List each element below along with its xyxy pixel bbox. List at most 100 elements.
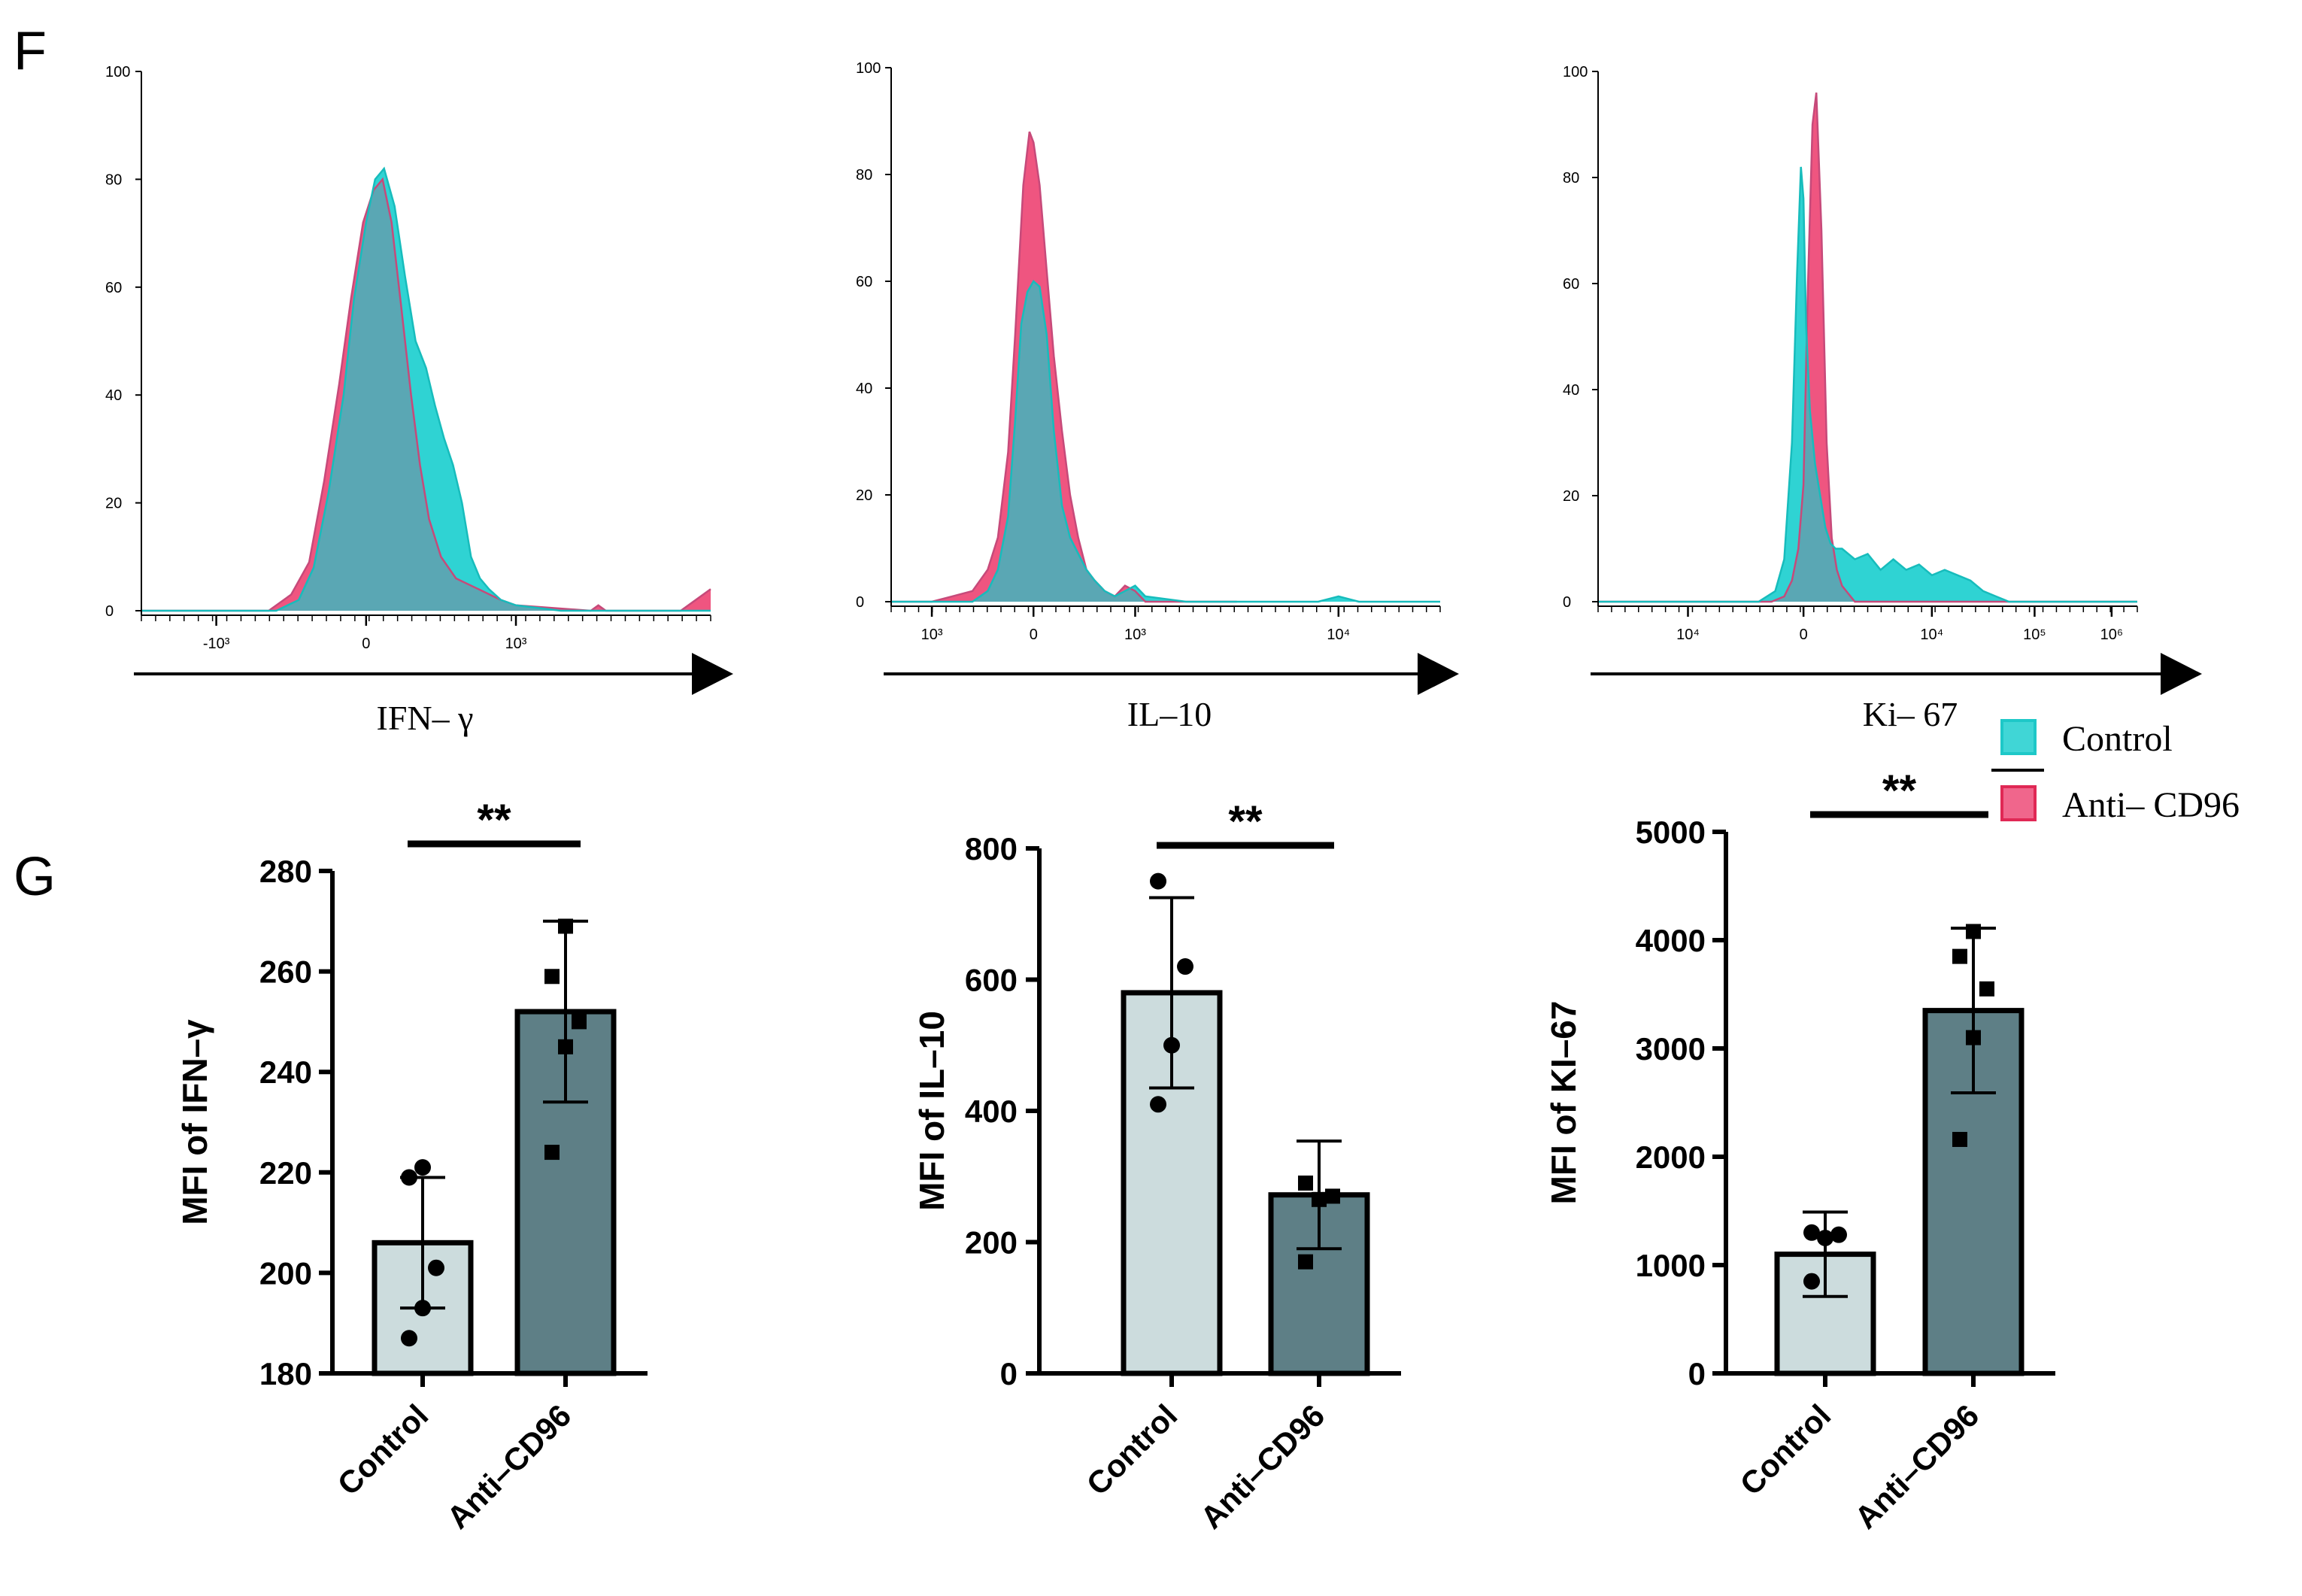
y-tick-label: 80 — [1563, 170, 1579, 187]
x-tick-label: -10³ — [203, 636, 230, 652]
axis-arrow-head — [692, 653, 733, 695]
x-tick-label: 10⁵ — [2023, 627, 2046, 643]
y-tick-label: 40 — [105, 387, 122, 404]
y-tick-label: 0 — [1688, 1356, 1706, 1391]
series-area-anti-cd96 — [1598, 93, 2137, 602]
category-label: Control — [331, 1397, 435, 1502]
y-tick-label: 40 — [1563, 382, 1579, 399]
significance-label: ** — [477, 796, 511, 845]
x-axis-label: IFN– γ — [377, 699, 474, 737]
legend-swatch-anti-cd96 — [2000, 785, 2037, 821]
y-tick-label: 80 — [856, 167, 872, 184]
y-tick-label: 100 — [1563, 64, 1588, 80]
legend-swatch-control — [2000, 719, 2037, 755]
y-tick-label: 0 — [1563, 594, 1571, 611]
data-point-anti-cd96 — [544, 969, 560, 985]
data-point-control — [414, 1159, 431, 1176]
category-label: Anti–CD96 — [1848, 1397, 1985, 1535]
y-tick-label: 20 — [1563, 488, 1579, 505]
significance-label: ** — [1882, 766, 1917, 815]
category-label: Anti–CD96 — [440, 1397, 578, 1535]
data-point-anti-cd96 — [1298, 1254, 1313, 1270]
y-tick-label: 200 — [259, 1255, 312, 1291]
data-point-control — [401, 1330, 417, 1347]
y-tick-label: 280 — [259, 854, 312, 889]
y-tick-label: 260 — [259, 954, 312, 990]
series-area-overlap — [141, 179, 711, 611]
data-point-anti-cd96 — [558, 1039, 573, 1054]
data-point-anti-cd96 — [1312, 1191, 1327, 1207]
y-tick-label: 180 — [259, 1356, 312, 1391]
histogram-il-10: 0 20 40 60 80 100 10³ 0 10³ 10⁴ IL–10 — [856, 60, 1459, 733]
data-point-control — [1803, 1273, 1820, 1290]
y-tick-label: 2000 — [1636, 1139, 1706, 1175]
category-label: Anti–CD96 — [1193, 1397, 1331, 1535]
y-tick-label: 20 — [105, 496, 122, 512]
y-tick-label: 60 — [1563, 276, 1579, 293]
y-tick-label: 5000 — [1636, 815, 1706, 850]
legend-label-control: Control — [2062, 719, 2173, 759]
y-tick-label: 4000 — [1636, 923, 1706, 958]
data-point-anti-cd96 — [544, 1145, 560, 1161]
y-tick-label: 20 — [856, 487, 872, 504]
y-axis-label: MFI of IFN–γ — [175, 1019, 214, 1225]
y-tick-label: 0 — [105, 603, 114, 620]
y-tick-label: 100 — [856, 60, 881, 77]
data-point-control — [1150, 872, 1166, 890]
y-axis-label: MFI of IL–10 — [912, 1011, 951, 1211]
y-tick-label: 220 — [259, 1155, 312, 1191]
y-tick-label: 600 — [965, 963, 1018, 998]
data-point-control — [414, 1300, 431, 1317]
x-tick-label: 10³ — [505, 636, 527, 652]
y-tick-label: 100 — [105, 64, 130, 80]
y-tick-label: 60 — [105, 280, 122, 296]
y-tick-label: 800 — [965, 831, 1018, 866]
data-point-anti-cd96 — [1966, 924, 1981, 939]
bar-chart-mfi-ifn-gamma: 180 200 220 240 260 280 Control Anti–CD96 MFI of… — [175, 796, 648, 1536]
data-point-control — [1817, 1230, 1833, 1246]
data-point-control — [428, 1259, 444, 1276]
data-point-anti-cd96 — [1952, 1131, 1967, 1147]
y-tick-label: 400 — [965, 1094, 1018, 1129]
series-area-control — [141, 168, 711, 611]
y-tick-label: 80 — [105, 171, 122, 188]
histogram-ki-67: 0 20 40 60 80 100 10⁴ 0 10⁴ 10⁵ 10⁶ Ki– 67 — [1563, 64, 2202, 733]
y-axis-label: MFI of KI–67 — [1544, 1001, 1583, 1205]
series-line-anti-cd96 — [891, 131, 1237, 603]
x-tick-label: 10⁴ — [1920, 627, 1943, 643]
axis-arrow-head — [2161, 653, 2202, 695]
series-line-control — [891, 280, 1440, 603]
series-line-control — [1598, 166, 2137, 603]
category-label: Control — [1080, 1397, 1184, 1502]
y-tick-label: 0 — [856, 594, 864, 611]
data-point-anti-cd96 — [558, 918, 573, 934]
x-axis-label: Ki– 67 — [1863, 695, 1958, 733]
y-tick-label: 3000 — [1636, 1031, 1706, 1067]
histogram-ifn-gamma: 0 20 40 60 80 100 -10³ 0 10³ IFN– γ — [105, 64, 733, 737]
data-point-control — [1150, 1096, 1166, 1113]
bar-anti-cd96 — [514, 1009, 617, 1376]
axis-arrow-head — [1418, 653, 1459, 695]
data-point-anti-cd96 — [1952, 948, 1967, 964]
bar-chart-mfi-ki-67: 0 1000 2000 3000 4000 5000 Control Anti–CD96 MFI… — [1544, 766, 2055, 1536]
y-tick-label: 0 — [1000, 1356, 1018, 1391]
legend-label-anti-cd96: Anti– CD96 — [2062, 785, 2240, 825]
series-area-control — [1598, 166, 2137, 602]
data-point-anti-cd96 — [1979, 981, 1994, 997]
data-point-anti-cd96 — [1298, 1175, 1313, 1191]
panel-letter-g: G — [14, 847, 56, 907]
data-point-control — [1163, 1036, 1180, 1054]
category-label: Control — [1733, 1397, 1838, 1502]
y-tick-label: 240 — [259, 1054, 312, 1090]
x-tick-label: 10⁴ — [1676, 627, 1700, 643]
series-area-overlap — [1598, 166, 2137, 602]
x-axis-label: IL–10 — [1127, 695, 1212, 733]
series-line-anti-cd96 — [141, 177, 711, 612]
x-tick-label: 10⁴ — [1327, 627, 1350, 643]
x-tick-label: 10⁶ — [2100, 627, 2123, 643]
series-area-anti-cd96 — [891, 132, 1237, 602]
x-tick-label: 10³ — [1124, 627, 1146, 643]
data-point-control — [1803, 1224, 1820, 1241]
bar-chart-mfi-il-10: 0 200 400 600 800 Control Anti–CD96 MFI of IL–1… — [912, 797, 1401, 1536]
